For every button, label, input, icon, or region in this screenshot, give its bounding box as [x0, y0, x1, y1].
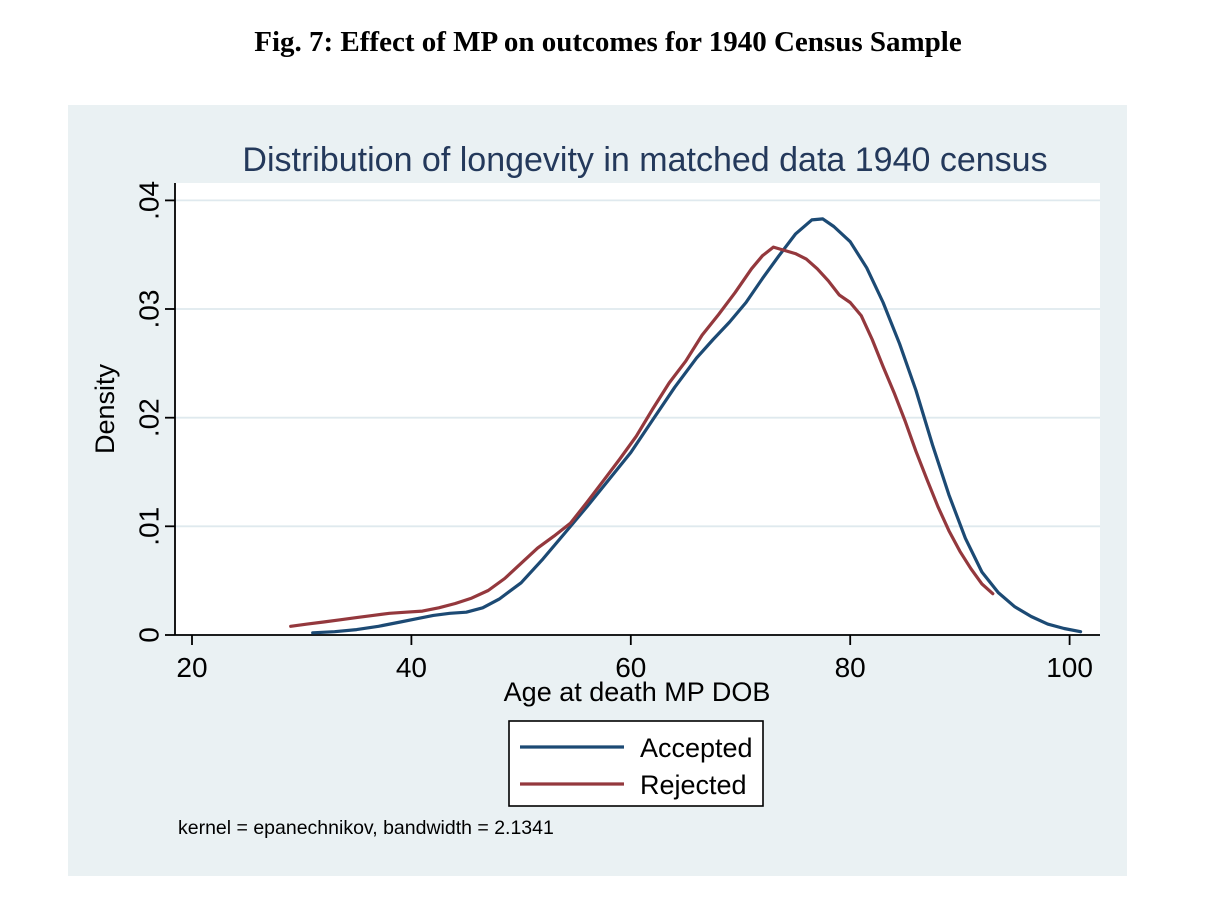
axis-lines [174, 183, 1100, 636]
y-tick-label: .02 [134, 398, 165, 437]
plot-area [175, 183, 1100, 635]
x-tick-label: 100 [1046, 652, 1093, 683]
figure-area: 0 .01 .02 .03 .04 20 40 60 80 100 Distribution of… [68, 105, 1127, 876]
x-axis-title: Age at death MP DOB [504, 677, 771, 707]
x-tick-label: 60 [615, 652, 646, 683]
density-curve-accepted [311, 217, 1083, 635]
figure-caption: Fig. 7: Effect of MP on outcomes for 194… [254, 26, 962, 58]
legend-label-rejected: Rejected [640, 770, 747, 800]
y-tick-label: .03 [134, 290, 165, 329]
y-tick-label: 0 [134, 627, 165, 643]
x-tick-label: 20 [176, 652, 207, 683]
y-tick-label: .04 [134, 181, 165, 220]
x-tick-label: 80 [835, 652, 866, 683]
y-tick-label: .01 [134, 507, 165, 546]
y-axis-title: Density [90, 363, 120, 454]
chart-title: Distribution of longevity in matched dat… [242, 141, 1047, 179]
axis-tick-labels: 0 .01 .02 .03 .04 20 40 60 80 100 [134, 181, 1093, 683]
legend-label-accepted: Accepted [640, 733, 753, 763]
x-tick-label: 40 [396, 652, 427, 683]
density-curves [289, 217, 1083, 635]
density-curve-rejected [289, 245, 995, 628]
density-chart: 0 .01 .02 .03 .04 20 40 60 80 100 Distribution of… [90, 141, 1100, 839]
kernel-bandwidth-note: kernel = epanechnikov, bandwidth = 2.134… [178, 817, 554, 839]
axis-ticks [165, 199, 1071, 645]
legend-box [508, 720, 764, 807]
legend: Accepted Rejected [508, 720, 764, 807]
